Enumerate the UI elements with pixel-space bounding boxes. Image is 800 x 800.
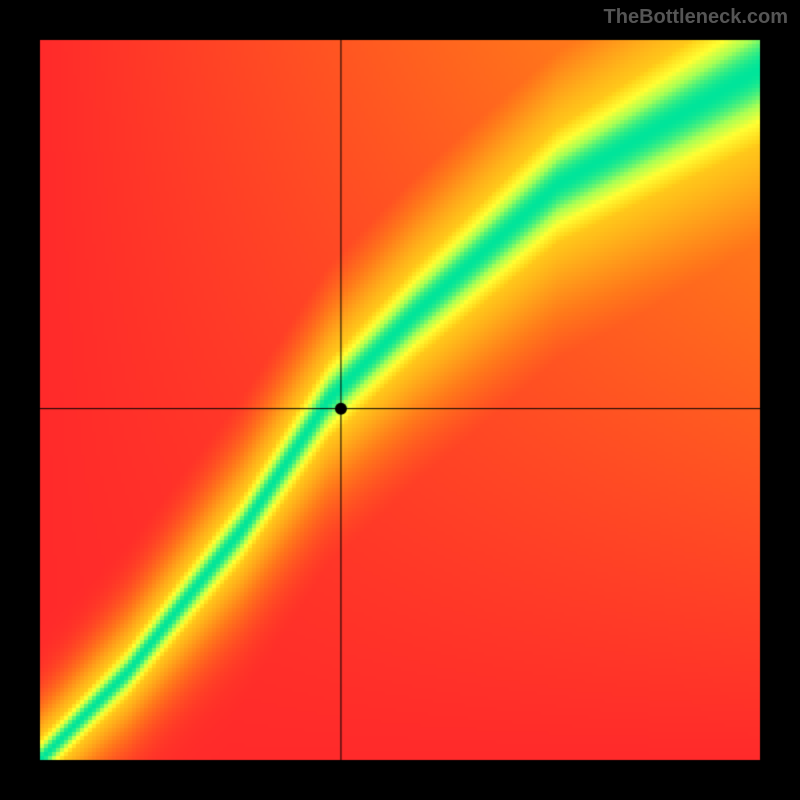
chart-container: TheBottleneck.com — [0, 0, 800, 800]
bottleneck-heatmap — [0, 0, 800, 800]
watermark-label: TheBottleneck.com — [604, 6, 788, 29]
